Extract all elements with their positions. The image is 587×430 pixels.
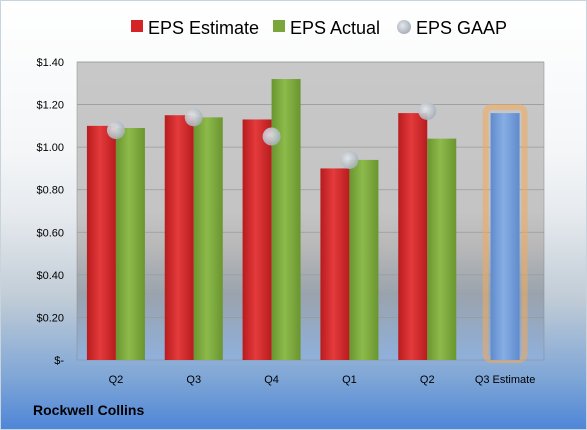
bar-eps-actual (427, 138, 457, 360)
bar-eps-actual (193, 117, 223, 360)
marker-eps-gaap (340, 150, 359, 169)
y-tick-label: $1.40 (36, 57, 64, 69)
x-tick-label: Q1 (342, 374, 357, 386)
x-axis-ticks: Q2 Q3 Q4 Q1 Q2 Q3 Estimate (109, 374, 536, 386)
y-tick-label: $1.20 (36, 100, 64, 112)
gaap-markers (106, 101, 437, 169)
x-tick-label: Q2 (420, 374, 435, 386)
y-tick-label: $0.80 (36, 185, 64, 197)
legend-label-estimate: EPS Estimate (148, 18, 259, 38)
x-tick-label: Q2 (109, 374, 124, 386)
bar-eps-actual (115, 127, 145, 360)
y-axis-ticks: $- $0.20 $0.40 $0.60 $0.80 $1.00 $1.20 $1.40 (36, 57, 64, 367)
bar-eps-estimate (242, 119, 272, 360)
legend-label-gaap: EPS GAAP (416, 18, 507, 38)
y-tick-label: $- (54, 355, 64, 367)
company-label: Rockwell Collins (33, 402, 145, 418)
bar-eps-actual (349, 159, 379, 360)
bars (86, 79, 528, 364)
y-tick-label: $1.00 (36, 142, 64, 154)
bar-eps-estimate (320, 168, 350, 360)
marker-eps-gaap (418, 101, 437, 120)
y-tick-label: $0.40 (36, 270, 64, 282)
bar-eps-estimate (164, 115, 194, 360)
plot-area (76, 61, 545, 361)
legend-swatch-actual (273, 20, 285, 32)
marker-eps-gaap (106, 121, 125, 140)
y-tick-label: $0.60 (36, 227, 64, 239)
legend-swatch-estimate (131, 20, 143, 32)
bar-eps-estimate (398, 113, 428, 360)
legend-label-actual: EPS Actual (290, 18, 380, 38)
x-tick-label: Q3 Estimate (475, 374, 536, 386)
bar-eps-actual (271, 79, 301, 361)
marker-eps-gaap (184, 108, 203, 127)
legend-swatch-gaap (397, 20, 411, 34)
marker-eps-gaap (262, 127, 281, 146)
grid-lines (77, 61, 544, 318)
legend: EPS Estimate EPS Actual EPS GAAP (131, 18, 507, 38)
bar-eps-estimate (86, 125, 116, 360)
bar-q3-estimate (490, 113, 520, 360)
x-tick-label: Q4 (264, 374, 279, 386)
y-tick-label: $0.20 (36, 312, 64, 324)
x-tick-label: Q3 (186, 374, 201, 386)
